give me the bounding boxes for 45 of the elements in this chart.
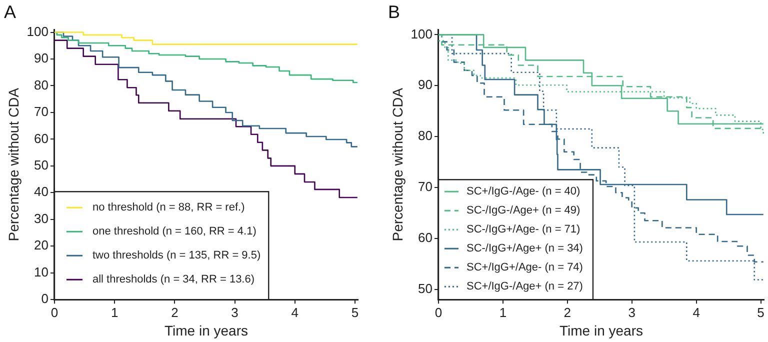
legend-label: SC+/IgG+/Age- (n = 74) bbox=[466, 262, 583, 274]
x-tick-label: 4 bbox=[291, 304, 299, 320]
y-tick-label: 60 bbox=[418, 230, 432, 246]
x-tick-label: 2 bbox=[171, 304, 178, 320]
y-tick-label: 50 bbox=[418, 280, 432, 296]
x-tick-label: 0 bbox=[434, 304, 442, 320]
y-tick-label: 40 bbox=[34, 184, 48, 200]
y-tick-label: 30 bbox=[34, 210, 48, 226]
y-tick-label: 100 bbox=[410, 26, 432, 42]
legend-label: no threshold (n = 88, RR = ref.) bbox=[92, 202, 245, 214]
y-tick-label: 60 bbox=[34, 130, 48, 146]
y-tick-label: 50 bbox=[34, 158, 48, 173]
y-tick-label: 10 bbox=[34, 264, 48, 280]
x-tick-label: 1 bbox=[110, 304, 118, 320]
y-axis-title: Percentage without CDA bbox=[389, 87, 406, 242]
legend-label: SC-/IgG+/Age- (n = 71) bbox=[466, 224, 580, 236]
y-tick-label: 80 bbox=[34, 77, 48, 92]
y-tick-label: 70 bbox=[34, 104, 48, 120]
y-tick-label: 20 bbox=[34, 238, 48, 253]
legend-label: SC-/IgG-/Age+ (n = 49) bbox=[466, 204, 580, 217]
x-tick-label: 3 bbox=[231, 304, 238, 320]
y-tick-label: 100 bbox=[26, 24, 48, 39]
legend-label: SC+/IgG-/Age+ (n = 27) bbox=[466, 280, 583, 293]
x-tick-label: 0 bbox=[50, 304, 58, 320]
x-tick-label: 1 bbox=[499, 304, 507, 320]
chart-title: B bbox=[388, 2, 400, 22]
y-tick-label: 90 bbox=[418, 77, 432, 92]
legend-label: one threshold (n = 160, RR = 4.1) bbox=[92, 226, 256, 238]
x-tick-label: 5 bbox=[757, 304, 764, 320]
x-axis-title: Time in years bbox=[559, 322, 644, 338]
chart-title: A bbox=[4, 2, 16, 22]
x-tick-label: 3 bbox=[628, 304, 636, 320]
x-tick-label: 2 bbox=[564, 304, 572, 320]
legend-label: all thresholds (n = 34, RR = 13.6) bbox=[92, 274, 255, 286]
x-tick-label: 5 bbox=[351, 304, 359, 320]
legend-label: SC+/IgG-/Age- (n = 40) bbox=[466, 186, 580, 198]
x-tick-label: 4 bbox=[692, 304, 700, 320]
legend-label: two thresholds (n = 135, RR = 9.5) bbox=[92, 250, 261, 262]
y-tick-label: 0 bbox=[41, 291, 48, 306]
legend-label: SC-/IgG+/Age+ (n = 34) bbox=[466, 242, 583, 255]
y-tick-label: 90 bbox=[34, 50, 48, 66]
y-tick-label: 70 bbox=[418, 179, 432, 194]
x-axis-title: Time in years bbox=[164, 322, 248, 338]
y-tick-label: 80 bbox=[418, 128, 432, 144]
y-axis-title: Percentage without CDA bbox=[5, 87, 22, 242]
